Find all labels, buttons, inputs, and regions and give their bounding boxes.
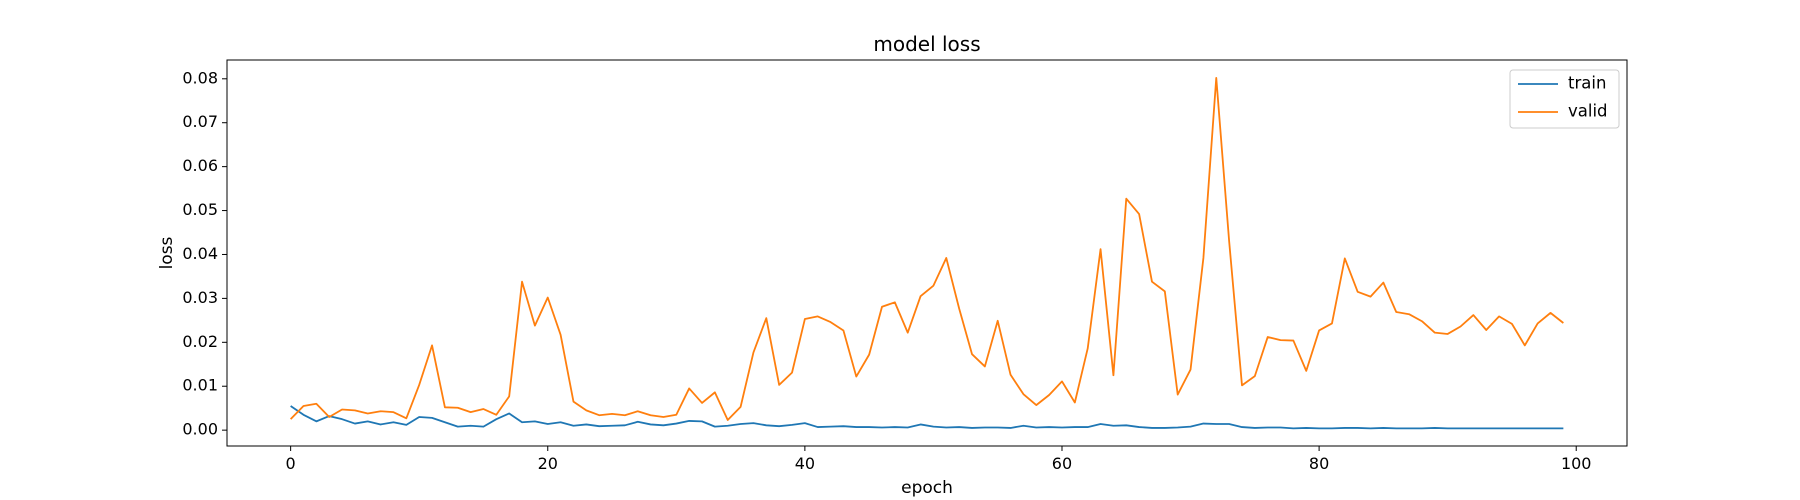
- legend-label-valid: valid: [1568, 102, 1608, 121]
- y-tick-label: 0.00: [182, 420, 218, 439]
- legend: train valid: [1509, 69, 1620, 129]
- y-axis-label: loss: [157, 236, 177, 269]
- series-train: [290, 405, 1564, 430]
- series-valid: [289, 77, 1564, 421]
- y-tick-label: 0.04: [182, 244, 218, 263]
- x-axis-label: epoch: [901, 478, 953, 498]
- series-line-valid: [289, 77, 1564, 421]
- y-tick-label: 0.02: [182, 332, 218, 351]
- legend-label-train: train: [1568, 74, 1606, 93]
- y-tick-label: 0.08: [182, 68, 218, 87]
- plot-area-series: [289, 77, 1564, 430]
- x-tick-label: 60: [1052, 454, 1072, 473]
- x-tick-label: 80: [1309, 454, 1329, 473]
- y-tick-label: 0.05: [182, 200, 218, 219]
- chart-title: model loss: [873, 32, 980, 56]
- series-line-train: [290, 405, 1564, 430]
- x-tick-label: 40: [795, 454, 815, 473]
- y-tick-label: 0.06: [182, 156, 218, 175]
- plot-frame: [226, 59, 1628, 447]
- x-tick-label: 20: [538, 454, 558, 473]
- x-tick-label: 0: [286, 454, 296, 473]
- y-tick-label: 0.03: [182, 288, 218, 307]
- x-tick-label: 100: [1561, 454, 1592, 473]
- y-tick-label: 0.07: [182, 112, 218, 131]
- axes: 0 20 40 60 80 100 0.00 0.01 0.02 0.03 0.04 0.05 0.06…: [182, 68, 1591, 473]
- y-tick-label: 0.01: [182, 376, 218, 395]
